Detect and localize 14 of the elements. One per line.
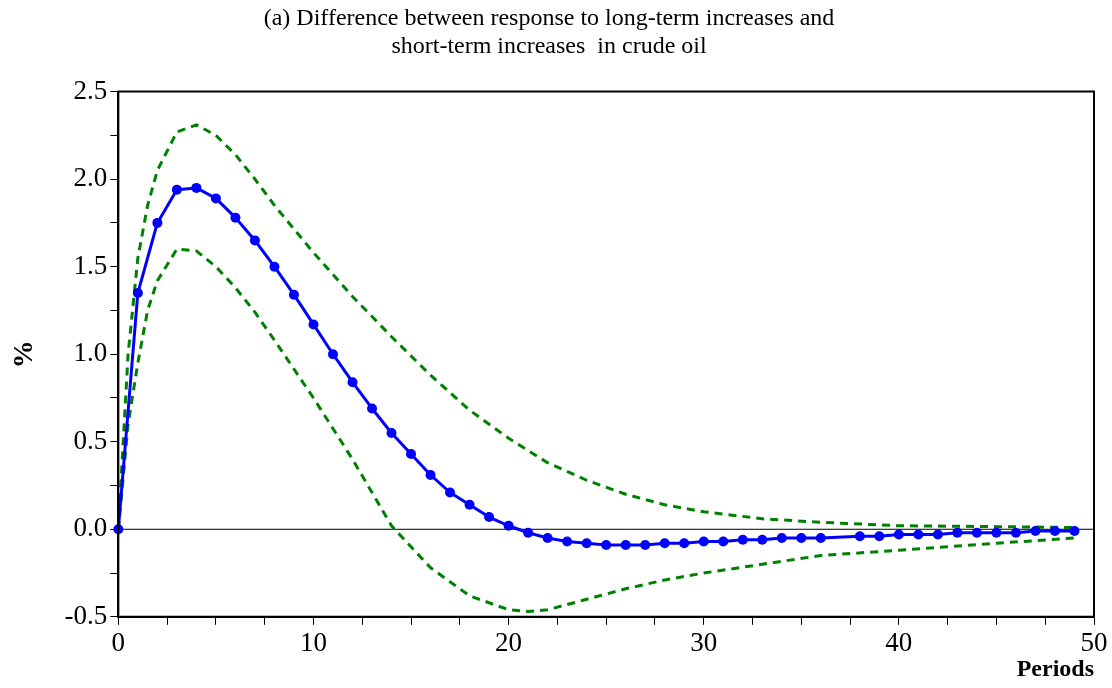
- x-tick-label: 20: [495, 627, 523, 658]
- y-tick-label: 2.0: [73, 162, 108, 193]
- y-tick-label: 1.5: [73, 249, 108, 280]
- x-tick-label: 0: [111, 627, 126, 658]
- y-axis-title: %: [7, 340, 39, 369]
- y-tick-label: 0.5: [73, 424, 108, 455]
- y-tick-label: 2.5: [73, 74, 108, 105]
- chart-title: (a) Difference between response to long-term increases and short-term increases in crude oil: [263, 3, 835, 59]
- y-tick-label: -0.5: [64, 599, 108, 630]
- x-tick-label: 10: [299, 627, 327, 658]
- x-tick-label: 30: [690, 627, 718, 658]
- y-tick-label: 1.0: [73, 337, 108, 368]
- x-tick-label: 40: [885, 627, 913, 658]
- y-tick-label: 0.0: [73, 512, 108, 543]
